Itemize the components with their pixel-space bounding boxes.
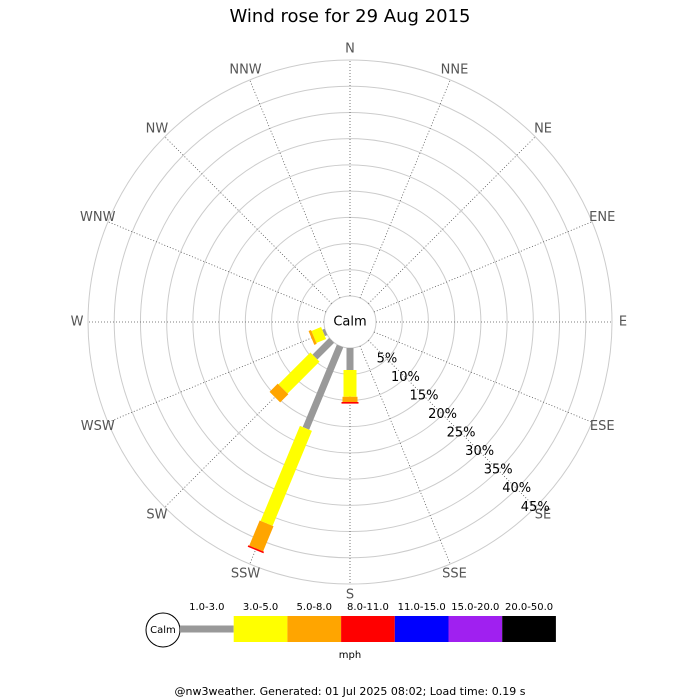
direction-label: E (619, 315, 627, 330)
ring (87, 59, 613, 585)
ring-label: 10% (391, 370, 420, 385)
direction-label: SSE (442, 567, 467, 582)
direction-label: NNE (441, 62, 469, 77)
spoke (359, 79, 451, 299)
ring-label: 45% (521, 500, 550, 515)
legend-swatch (394, 616, 449, 642)
ring-label: 20% (428, 407, 457, 422)
legend-label: 5.0-8.0 (297, 602, 332, 613)
calm-label: Calm (333, 315, 366, 330)
ring (113, 85, 587, 559)
legend-calm-label: Calm (150, 625, 176, 636)
unit-label: mph (339, 650, 361, 661)
wind-segment (311, 326, 327, 343)
legend-swatch (502, 616, 556, 642)
ring-label: 30% (465, 444, 494, 459)
wind-segment (308, 330, 317, 345)
ring-label: 15% (410, 389, 439, 404)
spoke (107, 331, 327, 423)
footer: @nw3weather. Generated: 01 Jul 2025 08:0… (175, 685, 526, 698)
legend-label: 15.0-20.0 (451, 602, 499, 613)
spoke (359, 345, 451, 565)
ring-label: 5% (377, 351, 398, 366)
ring (192, 164, 508, 480)
spoke (249, 79, 341, 299)
legend-swatch (287, 616, 342, 642)
spoke (107, 221, 327, 313)
wind-segment (269, 383, 289, 403)
direction-label: NNW (229, 62, 261, 77)
direction-label: ESE (590, 419, 615, 434)
spoke (373, 221, 593, 313)
legend-label: 8.0-11.0 (347, 602, 389, 613)
legend-swatch (233, 616, 288, 642)
direction-label: SE (535, 508, 551, 523)
wind-segment (302, 344, 344, 430)
ring (166, 138, 534, 506)
direction-label: SW (146, 508, 167, 523)
chart-title: Wind rose for 29 Aug 2015 (230, 6, 471, 27)
legend-swatch (448, 616, 503, 642)
legend-label: 3.0-5.0 (243, 602, 278, 613)
spoke (373, 331, 593, 423)
legend-label: 20.0-50.0 (505, 602, 553, 613)
direction-label: S (346, 588, 354, 603)
wind-segment (312, 337, 335, 360)
direction-label: NW (146, 121, 169, 136)
wind-segment (249, 520, 274, 552)
direction-label: W (71, 315, 84, 330)
ring-label: 40% (502, 481, 531, 496)
wind-segment (278, 352, 320, 394)
ring-label: 35% (484, 463, 513, 478)
ring (218, 190, 482, 454)
direction-label: WSW (81, 419, 115, 434)
wind-segment (247, 545, 265, 554)
legend-swatch (341, 616, 395, 642)
ring-label: 25% (447, 426, 476, 441)
spoke (164, 136, 332, 304)
spoke (368, 136, 536, 304)
direction-label: SSW (231, 567, 261, 582)
wind-segment (260, 425, 312, 526)
spoke (368, 340, 536, 508)
direction-label: ENE (589, 210, 615, 225)
direction-label: N (345, 42, 355, 57)
direction-label: NE (534, 121, 552, 136)
direction-label: WNW (80, 210, 116, 225)
wind-segment (322, 328, 328, 337)
legend-label: 11.0-15.0 (398, 602, 446, 613)
legend-label: 1.0-3.0 (189, 602, 224, 613)
